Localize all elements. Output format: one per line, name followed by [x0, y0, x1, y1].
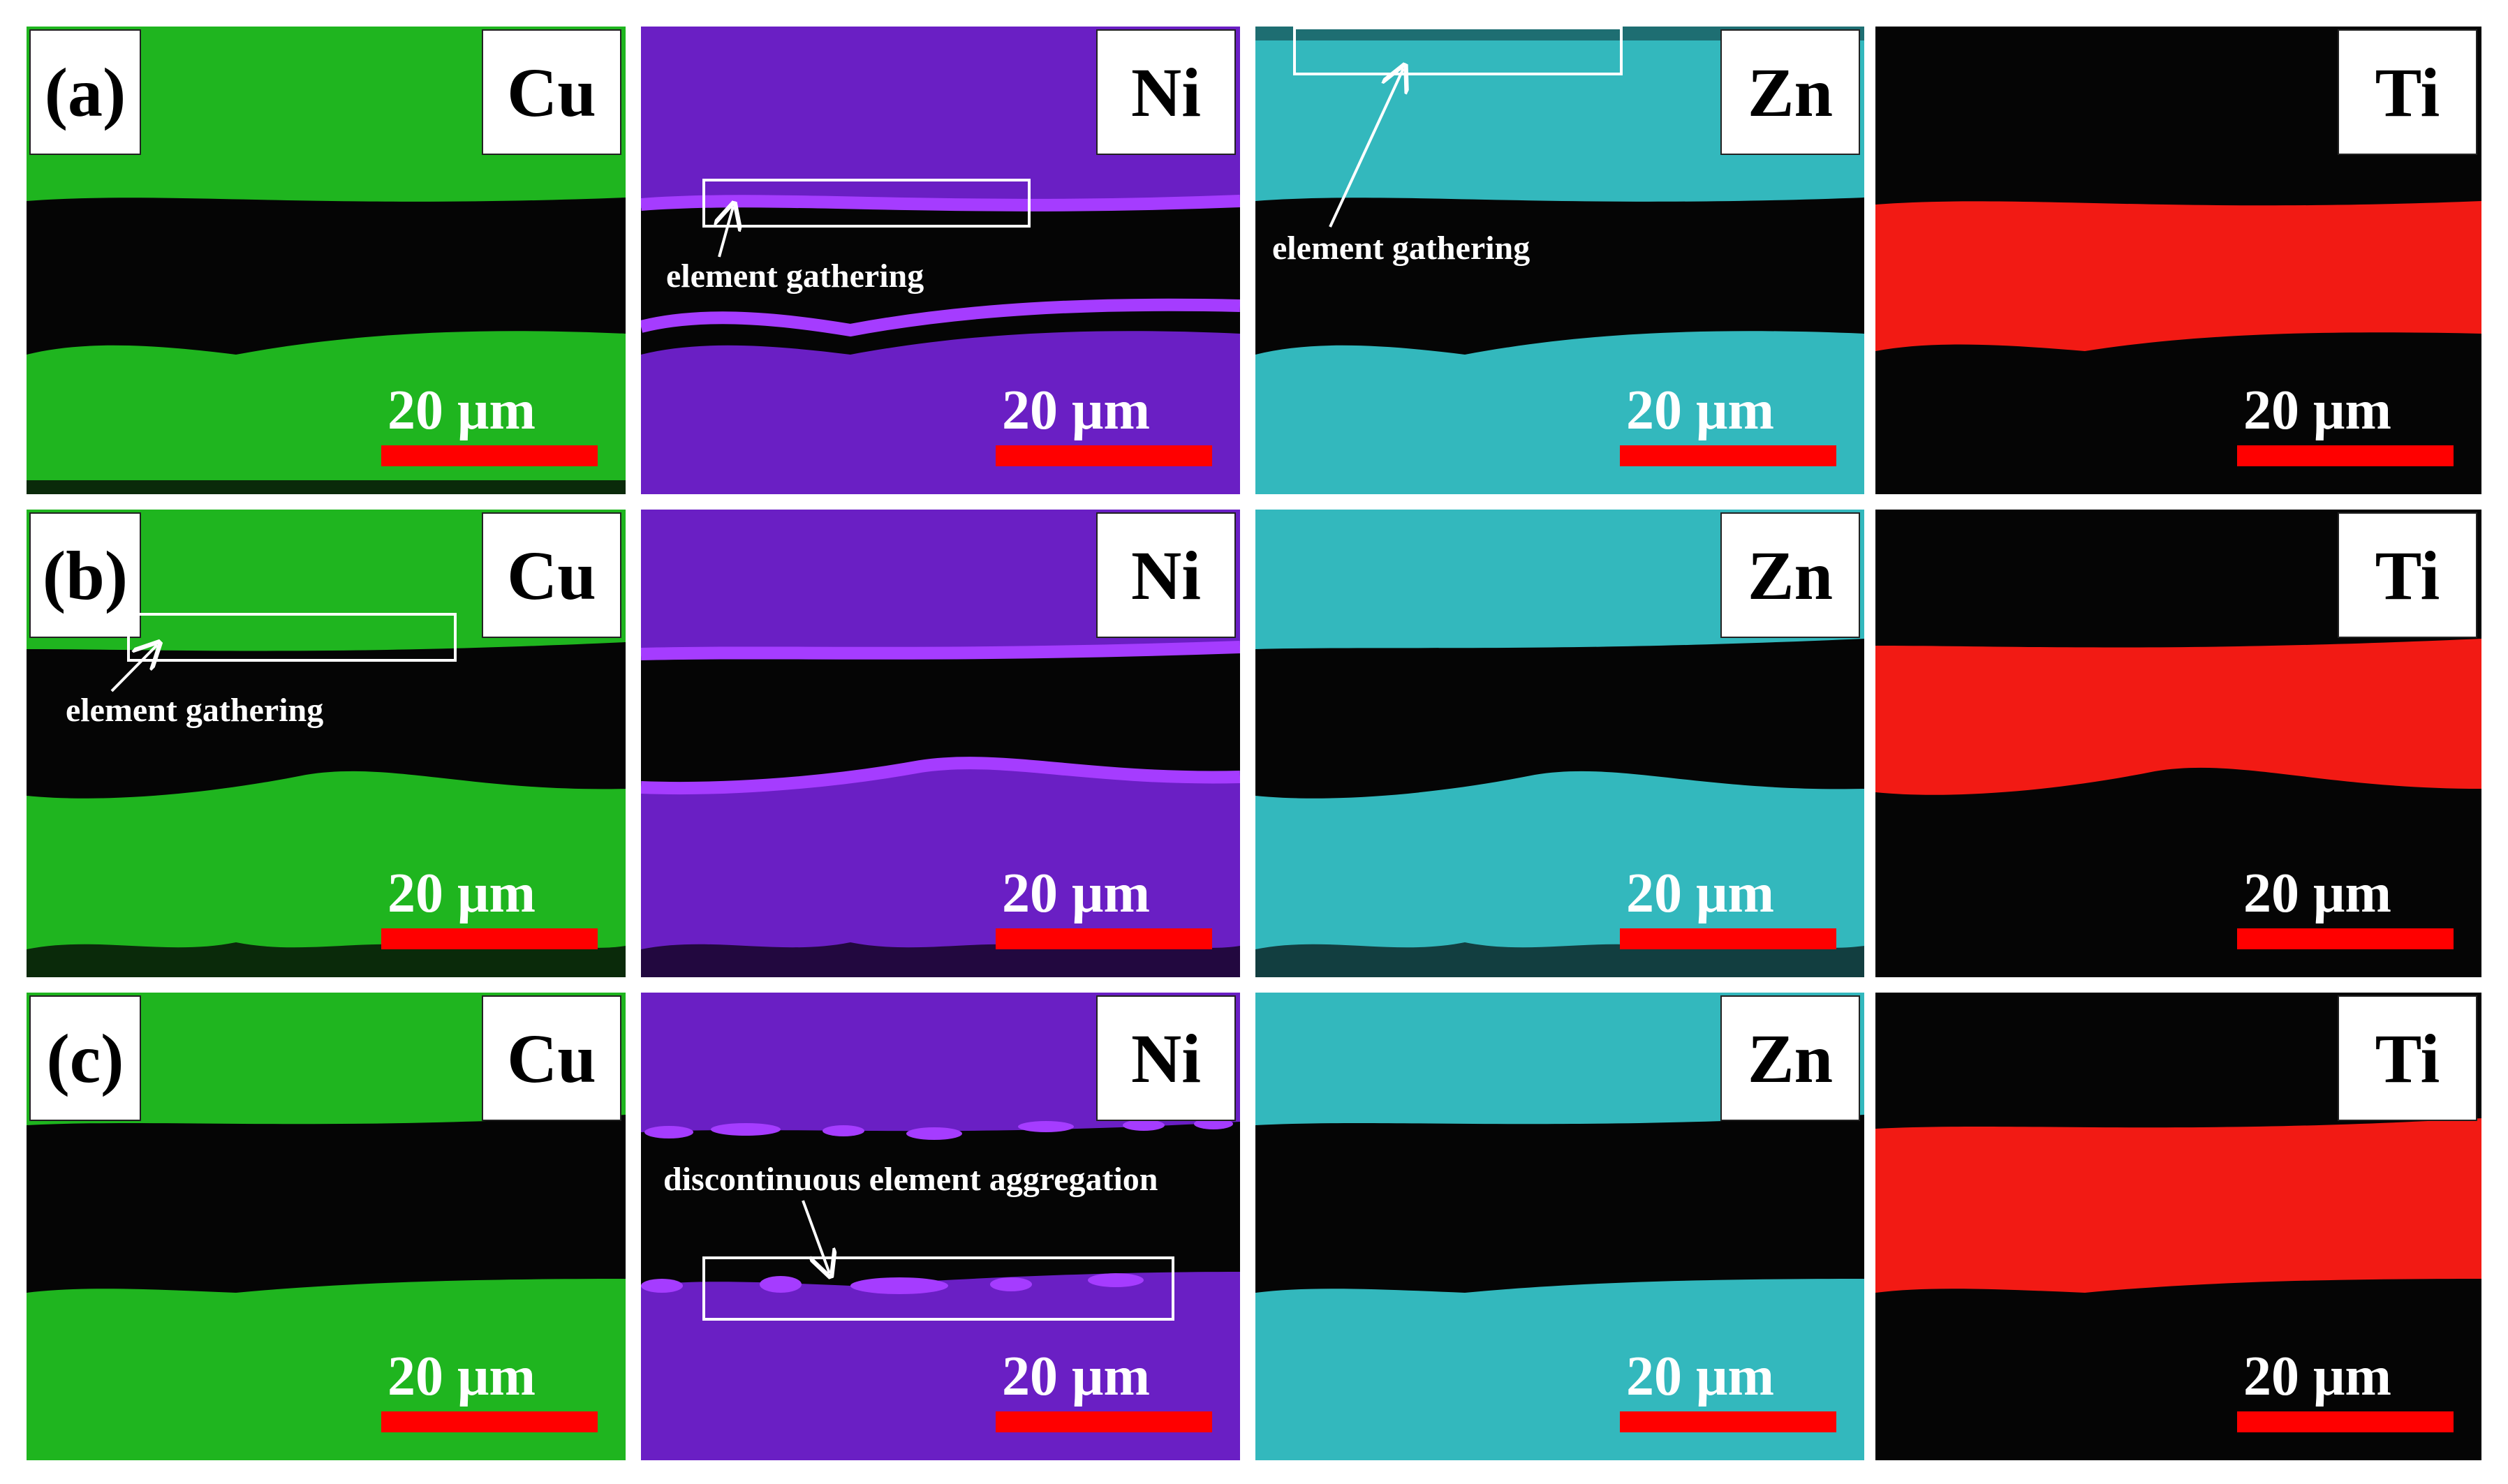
scale-bar-label: 20 μm — [388, 1346, 536, 1407]
annotation-box-c-ni — [702, 1256, 1174, 1321]
annotation-b-cu: element gathering — [66, 692, 324, 729]
panel-b-ni: Ni 20 μm — [641, 510, 1240, 977]
scale-bar — [2237, 928, 2454, 949]
scale-bar — [996, 928, 1212, 949]
element-label-zn: Zn — [1720, 29, 1860, 155]
annotation-a-ni: element gathering — [666, 258, 924, 295]
element-label-zn: Zn — [1720, 995, 1860, 1121]
annotation-a-zn: element gathering — [1272, 230, 1530, 267]
panel-a-zn: Zn element gathering 20 μm — [1255, 27, 1864, 494]
scale-bar — [996, 445, 1212, 466]
annotation-box-a-ni — [702, 179, 1031, 228]
scale-bar-label: 20 μm — [1626, 1346, 1774, 1407]
panel-label-a: (a) — [29, 29, 141, 155]
panel-a-cu: (a) Cu 20 μm — [27, 27, 626, 494]
scale-bar-label: 20 μm — [1002, 380, 1150, 441]
element-label-cu: Cu — [482, 512, 621, 638]
element-label-cu: Cu — [482, 995, 621, 1121]
element-label-ti: Ti — [2338, 29, 2477, 155]
annotation-c-ni: discontinuous element aggregation — [663, 1161, 1158, 1198]
scale-bar — [2237, 1411, 2454, 1432]
element-label-ni: Ni — [1096, 512, 1236, 638]
scale-bar — [1620, 928, 1836, 949]
scale-bar-label: 20 μm — [2243, 1346, 2391, 1407]
panel-c-ti: Ti 20 μm — [1875, 993, 2481, 1460]
panel-c-ni: Ni discontinuous element aggregation 20 … — [641, 993, 1240, 1460]
element-label-ni: Ni — [1096, 995, 1236, 1121]
panel-label-b: (b) — [29, 512, 141, 638]
scale-bar — [381, 1411, 598, 1432]
ni-aggregation-spots — [641, 1118, 1233, 1294]
panel-c-zn: Zn 20 μm — [1255, 993, 1864, 1460]
panel-b-zn: Zn 20 μm — [1255, 510, 1864, 977]
scale-bar-label: 20 μm — [1626, 863, 1774, 924]
scale-bar-label: 20 μm — [388, 380, 536, 441]
scale-bar — [996, 1411, 1212, 1432]
element-label-zn: Zn — [1720, 512, 1860, 638]
panel-c-cu: (c) Cu 20 μm — [27, 993, 626, 1460]
scale-bar-label: 20 μm — [1002, 1346, 1150, 1407]
scale-bar — [381, 928, 598, 949]
panel-b-cu: (b) Cu element gathering 20 μm — [27, 510, 626, 977]
element-label-ni: Ni — [1096, 29, 1236, 155]
scale-bar — [1620, 1411, 1836, 1432]
ti-map-b — [1875, 510, 2481, 977]
scale-bar-label: 20 μm — [1626, 380, 1774, 441]
scale-bar-label: 20 μm — [1002, 863, 1150, 924]
element-label-cu: Cu — [482, 29, 621, 155]
scale-bar — [1620, 445, 1836, 466]
scale-bar — [381, 445, 598, 466]
panel-a-ti: Ti 20 μm — [1875, 27, 2481, 494]
annotation-box-b-cu — [127, 613, 457, 662]
panel-label-c: (c) — [29, 995, 141, 1121]
annotation-box-a-zn — [1293, 27, 1623, 75]
scale-bar — [2237, 445, 2454, 466]
panel-b-ti: Ti 20 μm — [1875, 510, 2481, 977]
element-label-ti: Ti — [2338, 512, 2477, 638]
scale-bar-label: 20 μm — [2243, 380, 2391, 441]
scale-bar-label: 20 μm — [2243, 863, 2391, 924]
element-label-ti: Ti — [2338, 995, 2477, 1121]
panel-a-ni: Ni element gathering 20 μm — [641, 27, 1240, 494]
scale-bar-label: 20 μm — [388, 863, 536, 924]
